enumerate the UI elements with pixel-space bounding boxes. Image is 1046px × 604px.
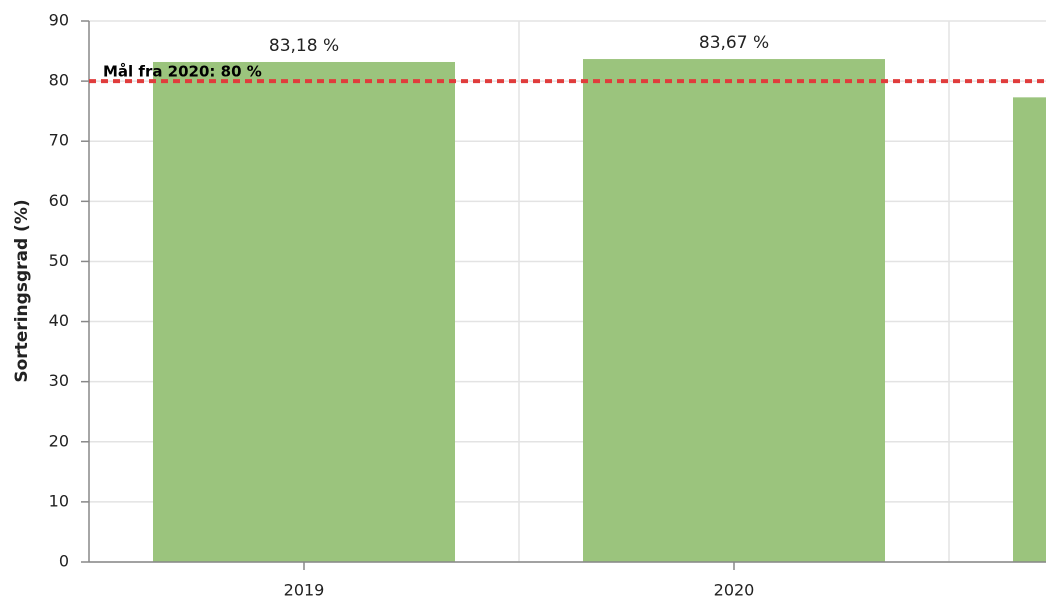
x-tick-label: 2019 — [284, 581, 325, 600]
y-tick-label: 40 — [49, 311, 69, 330]
x-tick-label: 2020 — [714, 581, 755, 600]
value-label: 83,18 % — [269, 36, 339, 56]
y-axis-label: Sorteringsgrad (%) — [12, 199, 32, 382]
y-tick-label: 90 — [49, 11, 69, 30]
value-label: 83,67 % — [699, 33, 769, 53]
y-tick-label: 60 — [49, 191, 69, 210]
bar — [153, 61, 455, 562]
bar — [583, 59, 885, 563]
y-tick-label: 10 — [49, 491, 69, 510]
y-tick-label: 50 — [49, 251, 69, 270]
y-tick-label: 70 — [49, 131, 69, 150]
target-label: Mål fra 2020: 80 % — [103, 63, 262, 81]
bar — [1013, 97, 1046, 562]
y-tick-label: 30 — [49, 371, 69, 390]
y-tick-label: 20 — [49, 431, 69, 450]
y-tick-label: 80 — [49, 71, 69, 90]
y-tick-label: 0 — [59, 552, 69, 571]
